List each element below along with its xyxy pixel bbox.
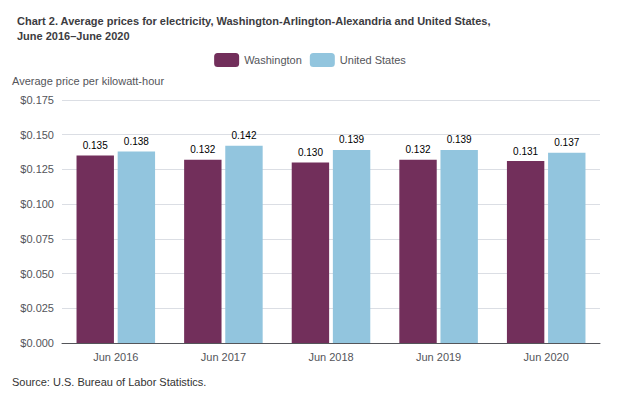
svg-text:$0.000: $0.000 xyxy=(20,337,54,349)
svg-text:$0.100: $0.100 xyxy=(20,198,54,210)
svg-text:0.142: 0.142 xyxy=(231,130,256,141)
svg-text:0.139: 0.139 xyxy=(339,134,364,145)
svg-text:Jun 2018: Jun 2018 xyxy=(308,351,353,363)
svg-text:$0.075: $0.075 xyxy=(20,233,54,245)
svg-text:$0.175: $0.175 xyxy=(20,94,54,106)
svg-text:Jun 2017: Jun 2017 xyxy=(201,351,246,363)
svg-text:$0.025: $0.025 xyxy=(20,302,54,314)
svg-text:Source: U.S. Bureau of Labor S: Source: U.S. Bureau of Labor Statistics. xyxy=(12,376,206,388)
svg-text:0.132: 0.132 xyxy=(190,144,215,155)
svg-text:0.138: 0.138 xyxy=(124,136,149,147)
svg-text:June 2016–June 2020: June 2016–June 2020 xyxy=(17,30,130,42)
svg-text:0.130: 0.130 xyxy=(298,147,323,158)
svg-text:$0.050: $0.050 xyxy=(20,268,54,280)
svg-text:$0.125: $0.125 xyxy=(20,163,54,175)
svg-text:United States: United States xyxy=(340,54,407,66)
svg-text:0.139: 0.139 xyxy=(447,134,472,145)
svg-text:Washington: Washington xyxy=(244,54,302,66)
svg-text:Jun 2016: Jun 2016 xyxy=(93,351,138,363)
svg-text:0.137: 0.137 xyxy=(554,137,579,148)
svg-text:0.135: 0.135 xyxy=(83,140,108,151)
svg-text:Average price per kilowatt-hou: Average price per kilowatt-hour xyxy=(12,75,164,87)
svg-text:0.132: 0.132 xyxy=(406,144,431,155)
svg-text:$0.150: $0.150 xyxy=(20,129,54,141)
svg-text:Chart 2. Average prices for el: Chart 2. Average prices for electricity,… xyxy=(17,15,491,27)
svg-text:0.131: 0.131 xyxy=(513,146,538,157)
svg-text:Jun 2019: Jun 2019 xyxy=(416,351,461,363)
svg-text:Jun 2020: Jun 2020 xyxy=(524,351,569,363)
